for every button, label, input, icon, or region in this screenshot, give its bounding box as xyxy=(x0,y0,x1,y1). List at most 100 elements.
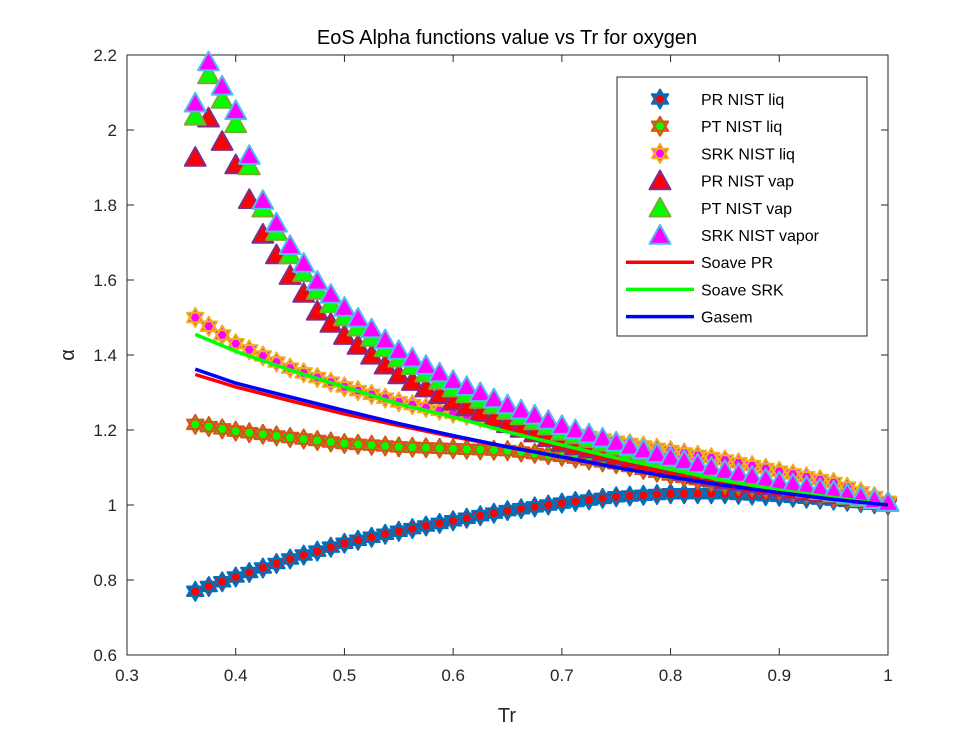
data-point xyxy=(348,433,368,455)
data-point xyxy=(564,418,587,440)
data-point xyxy=(389,520,408,542)
data-point xyxy=(186,580,205,602)
data-point xyxy=(416,515,436,537)
data-point xyxy=(197,50,220,72)
data-point xyxy=(416,437,436,459)
legend: PR NIST liq PT NIST liq SRK NIST liq PR NIS… xyxy=(616,76,868,337)
legend-swatch xyxy=(648,196,672,218)
series-gasem xyxy=(194,367,889,507)
data-point xyxy=(661,483,680,505)
series-line xyxy=(194,332,889,507)
x-tick-label: 0.8 xyxy=(659,666,683,685)
data-point xyxy=(511,498,531,520)
data-point xyxy=(577,422,601,444)
data-point xyxy=(484,502,504,524)
data-point xyxy=(267,425,286,447)
legend-label: PT NIST liq xyxy=(701,119,782,136)
data-point xyxy=(686,452,710,474)
legend-label: Soave PR xyxy=(701,255,773,272)
y-tick-label: 1.8 xyxy=(93,196,117,215)
data-point xyxy=(620,485,639,507)
data-point xyxy=(389,436,408,458)
data-point xyxy=(674,483,694,505)
legend-label: PT NIST vap xyxy=(701,201,792,218)
data-point xyxy=(482,387,506,409)
data-point xyxy=(414,354,438,375)
data-point xyxy=(199,416,218,438)
data-point xyxy=(308,430,327,451)
data-point xyxy=(645,442,669,464)
data-point xyxy=(210,130,234,151)
data-point xyxy=(539,494,558,516)
data-point xyxy=(253,423,273,445)
data-point xyxy=(308,540,327,562)
data-point xyxy=(321,536,341,558)
data-point xyxy=(607,486,626,508)
data-point xyxy=(523,403,547,425)
y-tick-label: 1.4 xyxy=(93,346,117,365)
data-point xyxy=(210,74,234,96)
x-tick-label: 0.6 xyxy=(441,666,465,685)
data-point xyxy=(278,234,302,255)
x-tick-label: 0.5 xyxy=(333,666,357,685)
data-point xyxy=(346,306,370,328)
data-point xyxy=(197,63,220,85)
data-point xyxy=(457,438,476,460)
chart-title: EoS Alpha functions value vs Tr for oxyg… xyxy=(317,27,697,49)
x-tick-label: 0.3 xyxy=(115,666,139,685)
legend-label: Soave SRK xyxy=(701,282,784,299)
data-point xyxy=(240,422,259,444)
data-point xyxy=(213,571,232,593)
data-point xyxy=(579,489,599,511)
data-point xyxy=(552,492,572,514)
legend-swatch xyxy=(650,115,670,137)
data-point xyxy=(403,436,422,458)
y-tick-label: 0.6 xyxy=(93,646,117,665)
data-point xyxy=(321,431,341,453)
data-point xyxy=(183,91,207,113)
data-point xyxy=(199,315,218,337)
legend-swatch xyxy=(648,169,672,191)
series-soave-srk xyxy=(194,332,889,507)
data-point xyxy=(224,99,248,120)
data-point xyxy=(362,434,381,456)
data-point xyxy=(224,112,248,134)
data-point xyxy=(335,433,354,454)
data-point xyxy=(348,529,368,551)
data-point xyxy=(253,557,273,579)
data-point xyxy=(199,576,218,597)
legend-swatch xyxy=(648,224,672,245)
data-point xyxy=(550,414,574,435)
data-point xyxy=(265,211,288,233)
data-point xyxy=(634,484,653,506)
data-point xyxy=(699,456,723,477)
data-point xyxy=(430,437,449,459)
x-tick-label: 1 xyxy=(883,666,892,685)
data-point xyxy=(280,427,300,448)
data-point xyxy=(183,104,207,126)
data-point xyxy=(498,500,517,522)
data-point xyxy=(672,449,696,471)
data-point xyxy=(525,496,544,518)
data-point xyxy=(251,189,275,210)
y-tick-label: 2 xyxy=(108,121,117,140)
x-axis: 0.3 0.4 0.5 0.6 0.7 0.8 0.9 1 xyxy=(115,55,893,685)
data-point xyxy=(387,339,411,360)
data-point xyxy=(292,252,316,273)
plot-area xyxy=(183,50,900,602)
legend-swatch xyxy=(650,142,670,164)
series-srk-nist-vapor xyxy=(183,50,900,512)
legend-label: SRK NIST liq xyxy=(701,146,795,163)
data-point xyxy=(267,553,286,574)
data-point xyxy=(294,544,313,566)
data-point xyxy=(362,526,381,548)
data-point xyxy=(496,393,519,415)
y-axis: 0.6 0.8 1 1.2 1.4 1.6 1.8 2 2.2 xyxy=(93,46,888,665)
series-line xyxy=(194,367,889,507)
data-point xyxy=(360,317,384,339)
legend-label: PR NIST liq xyxy=(701,92,784,109)
data-point xyxy=(631,438,655,460)
data-point xyxy=(604,431,628,452)
data-point xyxy=(237,144,261,165)
